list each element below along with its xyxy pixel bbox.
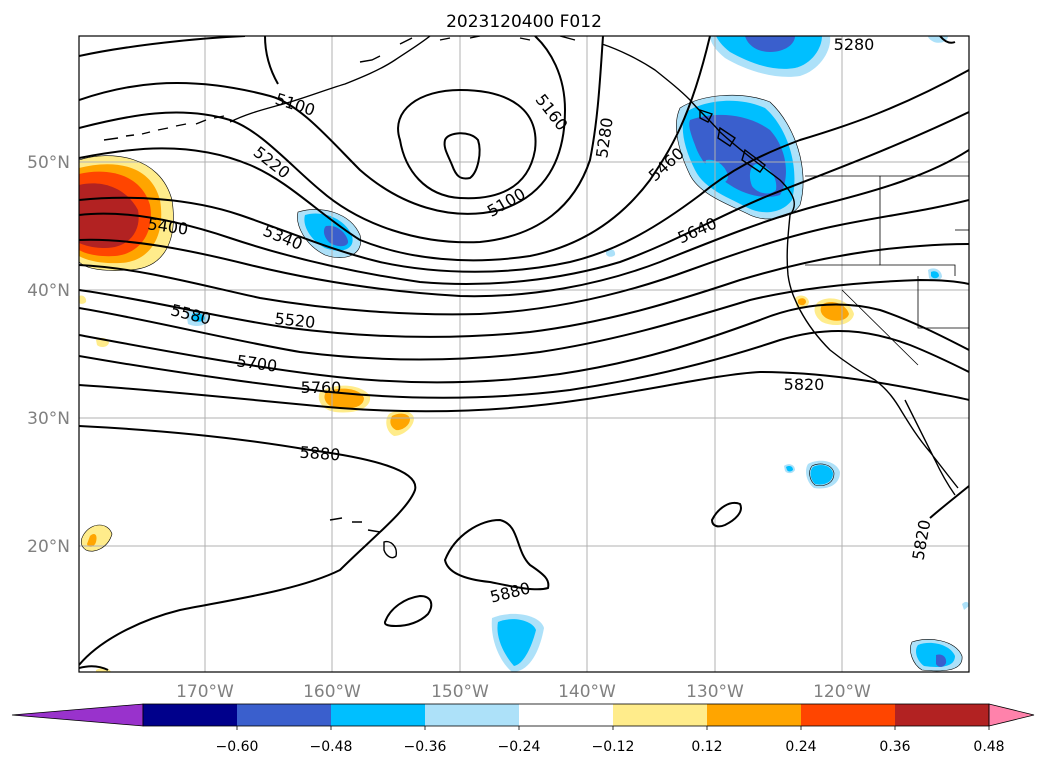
colorbar-segment: [143, 704, 238, 726]
colorbar: −0.60 −0.48 −0.36 −0.24 −0.12 0.12 0.24 0.36 0.4…: [11, 703, 1035, 755]
colorbar-extend-low: [11, 703, 144, 727]
lon-label-160w: 160°W: [303, 682, 361, 702]
lat-label-20n: 20°N: [27, 537, 70, 557]
cool-anomaly-north: [710, 36, 948, 77]
lon-label-140w: 140°W: [558, 682, 616, 702]
anomaly-fill-regions: [79, 36, 969, 672]
cool-anomaly-160w: [297, 209, 361, 258]
colorbar-segment: [613, 704, 708, 726]
lat-label-50n: 50°N: [27, 153, 70, 173]
contour-label-5760: 5760: [301, 378, 342, 397]
colorbar-extend-high: [988, 703, 1035, 727]
anomaly-outlines: [79, 94, 963, 672]
political-borders: [805, 175, 969, 366]
aleutian-islands: [103, 115, 225, 141]
colorbar-tick-label: −0.12: [592, 739, 635, 755]
contour-label-5280-top: 5280: [834, 35, 875, 54]
colorbar-tick-label: −0.48: [310, 739, 353, 755]
colorbar-segment: [331, 704, 426, 726]
colorbar-segment: [237, 704, 332, 726]
map-title: 2023120400 F012: [446, 12, 602, 32]
hawaii-islands: [329, 517, 398, 559]
colorbar-segment: [519, 704, 614, 726]
small-anomaly-features: [79, 248, 969, 672]
colorbar-frame: [142, 703, 990, 727]
bc-islands: [699, 109, 766, 173]
colorbar-segment: [425, 704, 520, 726]
colorbar-segment: [801, 704, 896, 726]
lon-label-130w: 130°W: [686, 682, 744, 702]
lat-label-30n: 30°N: [27, 409, 70, 429]
colorbar-tick-label: 0.12: [691, 739, 722, 755]
colorbar-tick-label: −0.60: [216, 739, 259, 755]
colorbar-segment: [895, 704, 990, 726]
map-frame: [78, 35, 970, 673]
lat-label-40n: 40°N: [27, 281, 70, 301]
contour-label-5820-east: 5820: [784, 375, 825, 394]
colorbar-segment: [707, 704, 802, 726]
height-contours: [79, 36, 969, 671]
graticule: [79, 36, 969, 672]
lon-label-150w: 150°W: [431, 682, 489, 702]
lon-label-120w: 120°W: [813, 682, 871, 702]
colorbar-tick-label: −0.24: [498, 739, 541, 755]
contour-label-5880-west: 5880: [299, 443, 341, 465]
colorbar-tick-label: 0.48: [973, 739, 1004, 755]
colorbar-tick-label: 0.36: [879, 739, 910, 755]
map-area: 5100 5160 5280 5280 5220 5100 5460 5400 …: [78, 35, 970, 673]
coastlines: [103, 36, 959, 559]
colorbar-tick-label: 0.24: [785, 739, 816, 755]
latitude-labels: 50°N 40°N 30°N 20°N: [27, 153, 70, 557]
us-west-coast: [786, 214, 959, 496]
colorbar-tick-label: −0.36: [404, 739, 447, 755]
contour-label-5520: 5520: [274, 309, 316, 332]
longitude-labels: 170°W 160°W 150°W 140°W 130°W 120°W: [176, 682, 871, 702]
lon-label-170w: 170°W: [176, 682, 234, 702]
alaska-coast: [229, 36, 796, 216]
